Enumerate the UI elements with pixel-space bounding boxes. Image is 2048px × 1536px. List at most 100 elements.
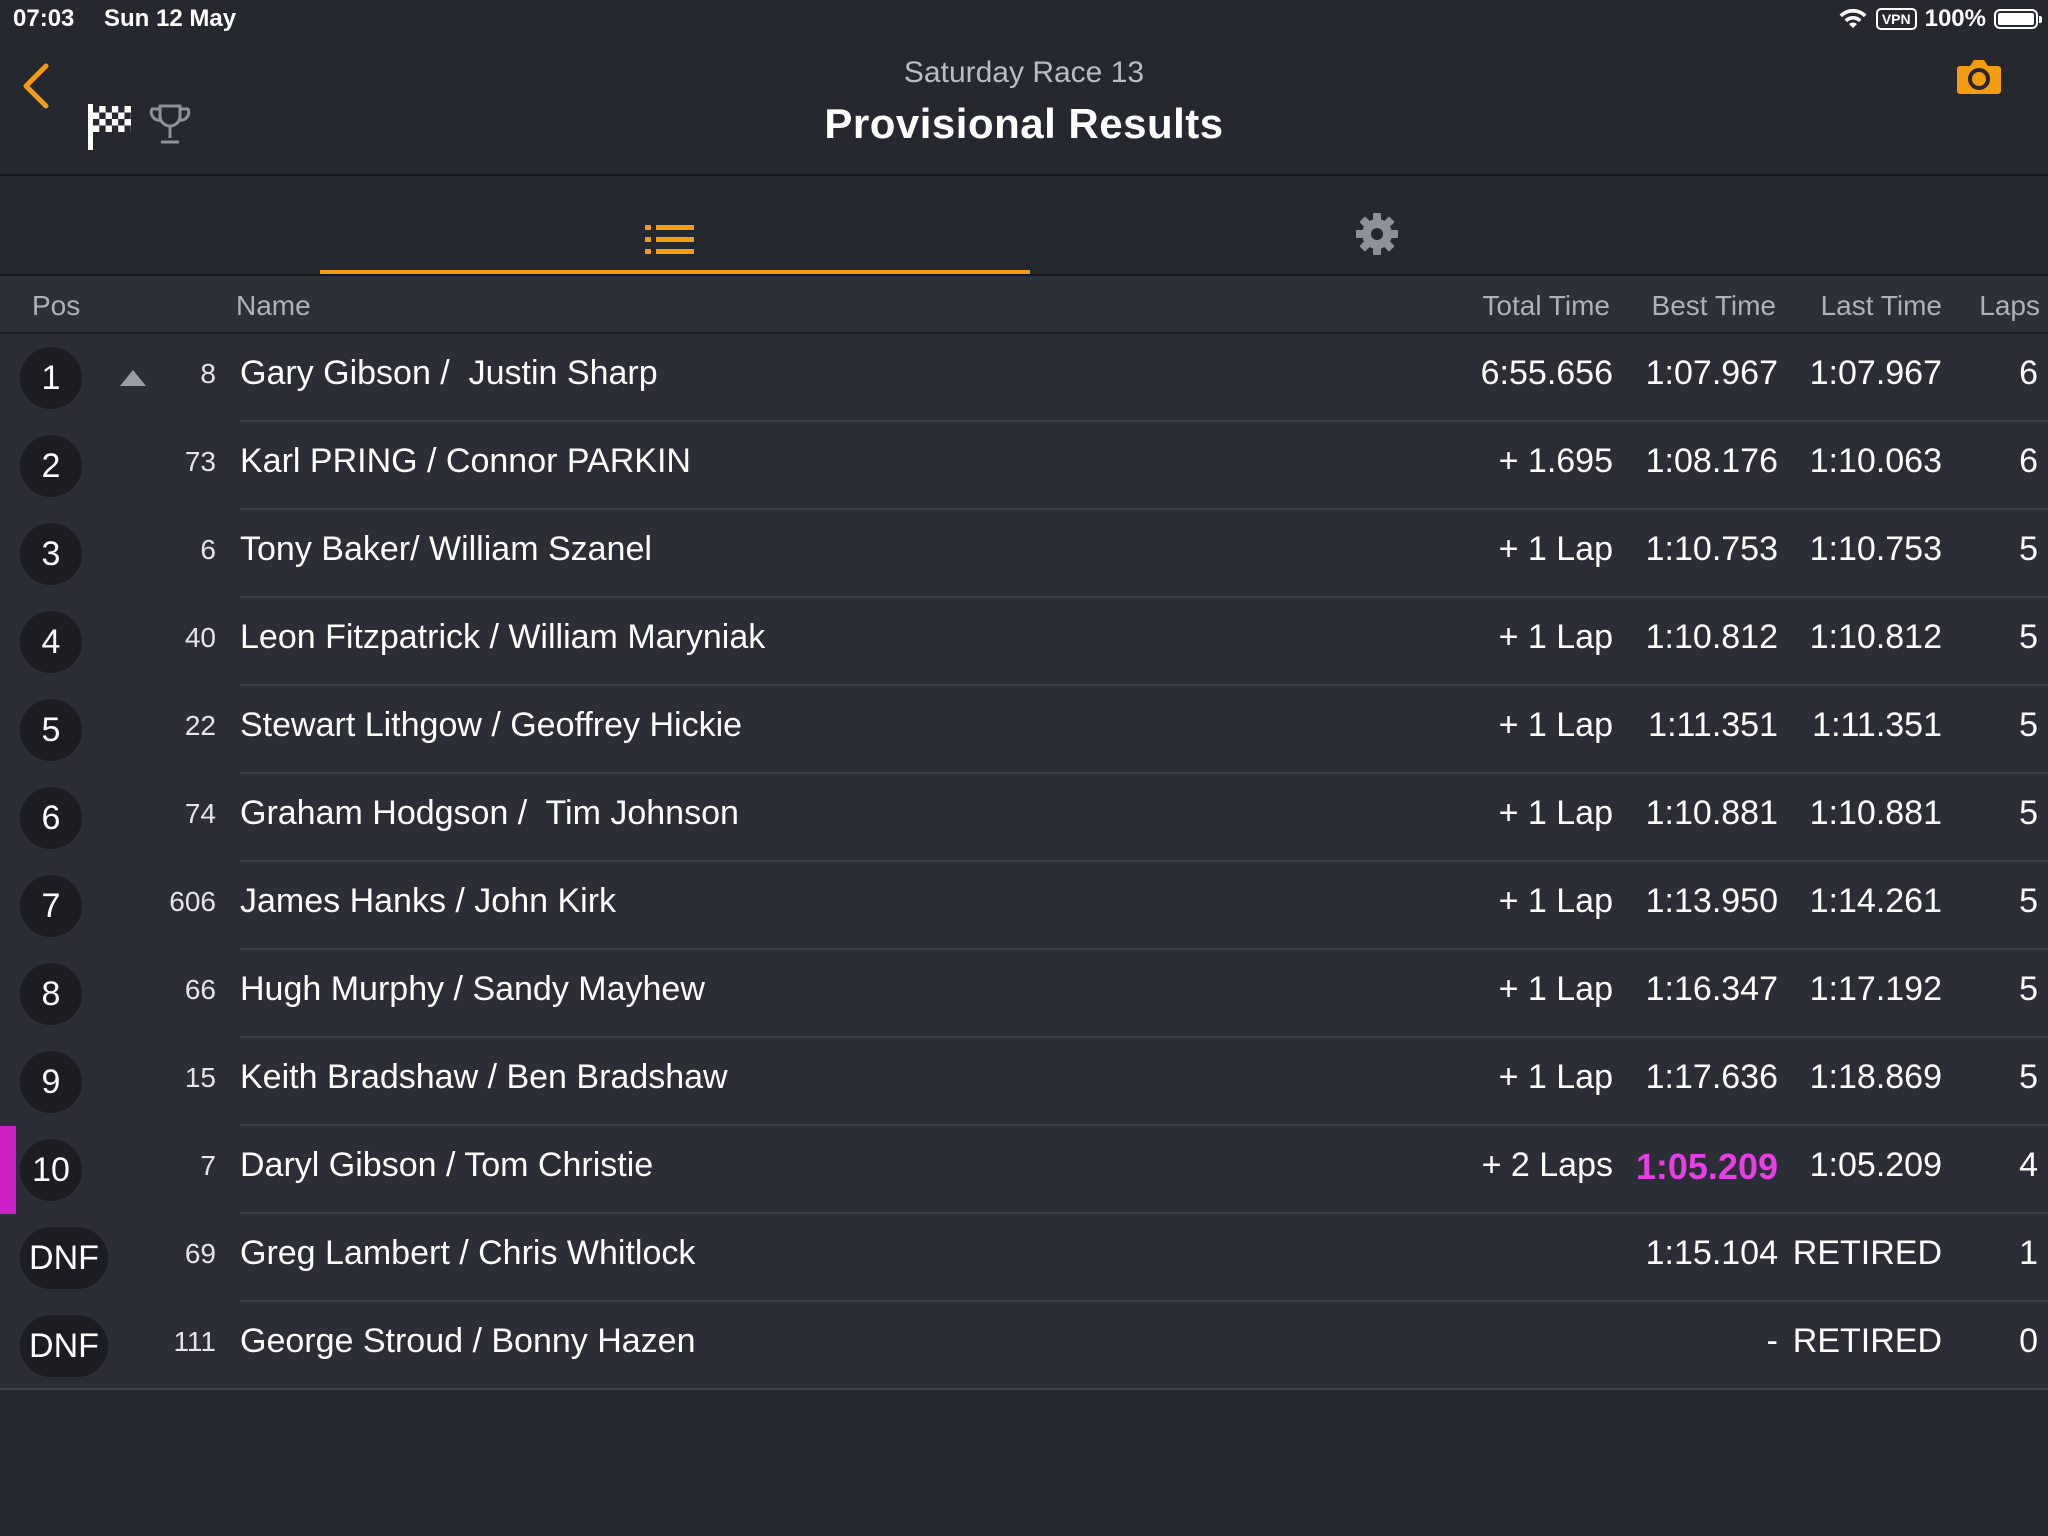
row-divider bbox=[240, 596, 2048, 598]
driver-names: Hugh Murphy / Sandy Mayhew bbox=[240, 970, 705, 1008]
header-last-time: Last Time bbox=[1820, 290, 1942, 321]
status-date: Sun 12 May bbox=[104, 5, 237, 32]
position-badge: 2 bbox=[20, 435, 82, 497]
table-row-highlighted[interactable]: 10 7 Daryl Gibson / Tom Christie + 2 Lap… bbox=[0, 1126, 2048, 1214]
laps: 5 bbox=[2019, 530, 2038, 568]
car-number: 40 bbox=[184, 622, 216, 653]
table-row[interactable]: 2 73 Karl PRING / Connor PARKIN + 1.695 … bbox=[0, 422, 2048, 510]
header-laps: Laps bbox=[1979, 290, 2040, 321]
best-time: 1:16.347 bbox=[1645, 970, 1778, 1008]
results-table: Pos Name Total Time Best Time Last Time … bbox=[0, 276, 2048, 1390]
battery-icon bbox=[1994, 9, 2042, 29]
last-time: 1:17.192 bbox=[1809, 970, 1942, 1008]
gear-icon bbox=[1356, 213, 1398, 255]
car-number: 73 bbox=[184, 446, 216, 477]
laps: 5 bbox=[2019, 794, 2038, 832]
driver-names: Greg Lambert / Chris Whitlock bbox=[240, 1234, 696, 1272]
car-number: 22 bbox=[184, 710, 216, 741]
battery-percent: 100% bbox=[1924, 5, 1986, 32]
total-time: + 1 Lap bbox=[1498, 794, 1613, 832]
row-highlight-bar bbox=[0, 1126, 16, 1214]
trophy-icon[interactable] bbox=[148, 102, 192, 148]
last-time: 1:18.869 bbox=[1809, 1058, 1942, 1096]
active-tab-indicator bbox=[320, 270, 1030, 274]
laps: 4 bbox=[2019, 1146, 2038, 1184]
best-time: 1:10.753 bbox=[1645, 530, 1778, 568]
car-number: 66 bbox=[184, 974, 216, 1005]
fastest-lap-time: 1:05.209 bbox=[1635, 1146, 1778, 1187]
table-row[interactable]: 4 40 Leon Fitzpatrick / William Maryniak… bbox=[0, 598, 2048, 686]
tab-settings[interactable] bbox=[1030, 176, 1722, 274]
driver-names: Tony Baker/ William Szanel bbox=[240, 530, 652, 568]
row-divider bbox=[240, 684, 2048, 686]
row-divider bbox=[240, 1036, 2048, 1038]
driver-names: Karl PRING / Connor PARKIN bbox=[240, 442, 691, 480]
header-name: Name bbox=[236, 290, 311, 321]
table-row[interactable]: DNF 69 Greg Lambert / Chris Whitlock 1:1… bbox=[0, 1214, 2048, 1302]
table-row[interactable]: 5 22 Stewart Lithgow / Geoffrey Hickie +… bbox=[0, 686, 2048, 774]
tab-results-list[interactable] bbox=[320, 176, 1030, 274]
row-divider bbox=[240, 1124, 2048, 1126]
page-title: Provisional Results bbox=[824, 100, 1224, 147]
nav-header: Saturday Race 13 Provisional Results bbox=[0, 40, 2048, 176]
last-time: 1:14.261 bbox=[1809, 882, 1942, 920]
table-row[interactable]: 3 6 Tony Baker/ William Szanel + 1 Lap 1… bbox=[0, 510, 2048, 598]
last-time: RETIRED bbox=[1792, 1322, 1942, 1360]
header-total-time: Total Time bbox=[1482, 290, 1610, 321]
status-time: 07:03 bbox=[13, 5, 75, 32]
driver-names: Daryl Gibson / Tom Christie bbox=[240, 1146, 654, 1184]
last-time: 1:10.753 bbox=[1809, 530, 1942, 568]
list-icon bbox=[645, 225, 694, 254]
table-header: Pos Name Total Time Best Time Last Time … bbox=[0, 276, 2048, 334]
best-time: 1:08.176 bbox=[1645, 442, 1778, 480]
row-divider bbox=[240, 772, 2048, 774]
table-row[interactable]: 9 15 Keith Bradshaw / Ben Bradshaw + 1 L… bbox=[0, 1038, 2048, 1126]
position-badge: 7 bbox=[20, 875, 82, 937]
table-row[interactable]: DNF 111 George Stroud / Bonny Hazen - RE… bbox=[0, 1302, 2048, 1390]
row-divider bbox=[240, 860, 2048, 862]
row-divider bbox=[240, 1300, 2048, 1302]
driver-names: Keith Bradshaw / Ben Bradshaw bbox=[240, 1058, 728, 1096]
driver-names: George Stroud / Bonny Hazen bbox=[240, 1322, 696, 1360]
laps: 5 bbox=[2019, 618, 2038, 656]
position-badge: 4 bbox=[20, 611, 82, 673]
car-number: 74 bbox=[184, 798, 216, 829]
car-number: 15 bbox=[184, 1062, 216, 1093]
total-time: + 1.695 bbox=[1498, 442, 1613, 480]
laps: 5 bbox=[2019, 706, 2038, 744]
race-subtitle: Saturday Race 13 bbox=[903, 56, 1145, 89]
total-time: + 1 Lap bbox=[1498, 530, 1613, 568]
laps: 6 bbox=[2019, 442, 2038, 480]
car-number: 7 bbox=[200, 1150, 216, 1181]
best-time: 1:17.636 bbox=[1645, 1058, 1778, 1096]
driver-names: Leon Fitzpatrick / William Maryniak bbox=[240, 618, 766, 656]
last-time: 1:10.881 bbox=[1809, 794, 1942, 832]
row-divider bbox=[0, 1388, 2048, 1390]
position-badge: 8 bbox=[20, 963, 82, 1025]
laps: 1 bbox=[2019, 1234, 2038, 1272]
car-number: 8 bbox=[200, 358, 216, 389]
driver-names: James Hanks / John Kirk bbox=[240, 882, 617, 920]
table-row[interactable]: 6 74 Graham Hodgson / Tim Johnson + 1 La… bbox=[0, 774, 2048, 862]
back-chevron-icon[interactable] bbox=[18, 58, 58, 114]
total-time: + 1 Lap bbox=[1498, 1058, 1613, 1096]
laps: 5 bbox=[2019, 1058, 2038, 1096]
table-row[interactable]: 8 66 Hugh Murphy / Sandy Mayhew + 1 Lap … bbox=[0, 950, 2048, 1038]
best-time: 1:15.104 bbox=[1645, 1234, 1778, 1272]
car-number: 606 bbox=[169, 886, 216, 917]
laps: 5 bbox=[2019, 970, 2038, 1008]
best-time: 1:11.351 bbox=[1648, 706, 1778, 744]
wifi-icon bbox=[1839, 8, 1867, 28]
last-time: RETIRED bbox=[1792, 1234, 1942, 1272]
table-row[interactable]: 7 606 James Hanks / John Kirk + 1 Lap 1:… bbox=[0, 862, 2048, 950]
laps: 6 bbox=[2019, 354, 2038, 392]
position-badge: 3 bbox=[20, 523, 82, 585]
last-time: 1:05.209 bbox=[1809, 1146, 1942, 1184]
total-time: + 1 Lap bbox=[1498, 618, 1613, 656]
segment-tabs bbox=[0, 176, 2048, 276]
position-badge: DNF bbox=[20, 1315, 108, 1377]
best-time: 1:10.812 bbox=[1645, 618, 1778, 656]
checkered-flag-icon[interactable] bbox=[86, 100, 134, 152]
table-row[interactable]: 1 8 Gary Gibson / Justin Sharp 6:55.656 … bbox=[0, 334, 2048, 422]
camera-icon[interactable] bbox=[1956, 56, 2002, 96]
